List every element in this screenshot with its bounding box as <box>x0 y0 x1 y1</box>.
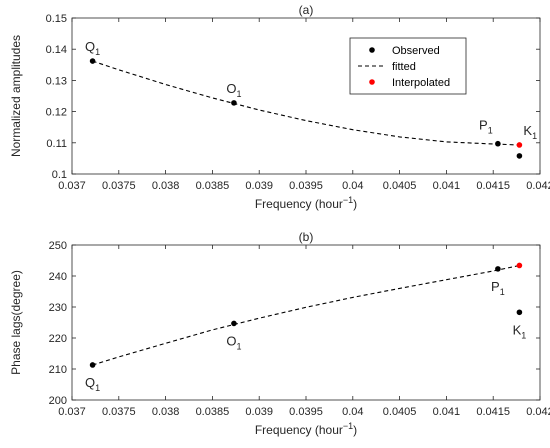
interpolated-point <box>516 262 523 269</box>
legend-marker-interpolated <box>369 79 375 85</box>
y-tick-label: 250 <box>49 240 67 252</box>
chart-panel-b: (b) 0.037 0.0375 0.038 0.0385 0.039 0.0395 0.04… <box>9 230 550 437</box>
point-label-p1: P1 <box>479 118 493 136</box>
point-label-o1: O1 <box>226 333 241 351</box>
x-tick-label: 0.0415 <box>476 180 510 192</box>
y-axis-label: Normalized amplitudes <box>9 35 23 157</box>
point-label-q1: Q1 <box>85 39 100 57</box>
chart-title: (a) <box>299 3 314 17</box>
x-axis-label: Frequency (hour−1) <box>255 195 357 211</box>
y-tick-label: 0.14 <box>46 44 67 56</box>
point-label-k1: K1 <box>523 123 537 141</box>
legend-marker-observed <box>369 47 375 53</box>
x-axis-label: Frequency (hour−1) <box>255 421 357 437</box>
legend-label-fitted: fitted <box>392 61 416 73</box>
y-tick-label: 0.1 <box>52 169 67 181</box>
observed-point <box>495 266 501 272</box>
x-tick-label: 0.037 <box>58 180 86 192</box>
y-tick-label: 0.12 <box>46 107 67 119</box>
y-tick-label: 0.11 <box>46 138 67 150</box>
x-tick-label: 0.0405 <box>383 406 417 418</box>
point-label-o1: O1 <box>226 81 241 99</box>
x-tick-label: 0.042 <box>526 406 550 418</box>
x-tick-label: 0.0375 <box>102 180 136 192</box>
interpolated-point <box>516 142 523 148</box>
legend-box <box>349 37 467 95</box>
point-label-q1: Q1 <box>85 375 100 393</box>
y-tick-label: 200 <box>49 395 67 407</box>
y-tick-label: 210 <box>49 364 67 376</box>
chart-title: (b) <box>299 230 314 244</box>
x-tick-label: 0.041 <box>433 406 461 418</box>
y-tick-label: 230 <box>49 302 67 314</box>
x-tick-label: 0.0375 <box>102 406 136 418</box>
x-tick-label: 0.037 <box>58 406 86 418</box>
point-label-k1: K1 <box>513 322 527 340</box>
x-tick-label: 0.039 <box>245 180 273 192</box>
x-tick-label: 0.038 <box>152 180 180 192</box>
legend-label-interpolated: Interpolated <box>392 77 450 89</box>
x-tick-label: 0.0415 <box>476 406 510 418</box>
observed-point <box>231 320 237 327</box>
observed-point <box>89 58 96 64</box>
x-tick-label: 0.0385 <box>196 180 230 192</box>
x-tick-label: 0.038 <box>152 406 180 418</box>
plot-area <box>71 17 541 175</box>
chart-panel-a: (a) 0.037 0.0375 0.038 0.0385 0.039 0.0395 0.04… <box>9 3 550 211</box>
observed-point <box>495 140 501 147</box>
observed-point <box>516 309 523 316</box>
x-tick-label: 0.04 <box>342 180 363 192</box>
observed-point <box>516 153 523 159</box>
y-tick-label: 220 <box>49 333 67 345</box>
point-label-p1: P1 <box>491 279 505 297</box>
observed-point <box>89 362 96 368</box>
y-axis-label: Phase lags(degree) <box>9 270 23 375</box>
x-tick-label: 0.0385 <box>196 406 230 418</box>
y-tick-label: 240 <box>49 271 67 283</box>
x-tick-label: 0.0395 <box>289 180 323 192</box>
legend: Observed fitted Interpolated <box>349 37 467 95</box>
plot-area <box>71 244 541 401</box>
observed-point <box>231 100 237 106</box>
fitted-line <box>92 60 520 146</box>
y-tick-label: 0.15 <box>46 13 67 25</box>
legend-label-observed: Observed <box>392 45 440 57</box>
x-tick-label: 0.039 <box>245 406 273 418</box>
x-tick-label: 0.04 <box>342 406 363 418</box>
y-tick-label: 0.13 <box>46 75 67 87</box>
fitted-line <box>92 264 520 366</box>
x-tick-label: 0.0405 <box>383 180 417 192</box>
x-tick-label: 0.041 <box>433 180 461 192</box>
x-tick-label: 0.0395 <box>289 406 323 418</box>
x-tick-label: 0.042 <box>526 180 550 192</box>
